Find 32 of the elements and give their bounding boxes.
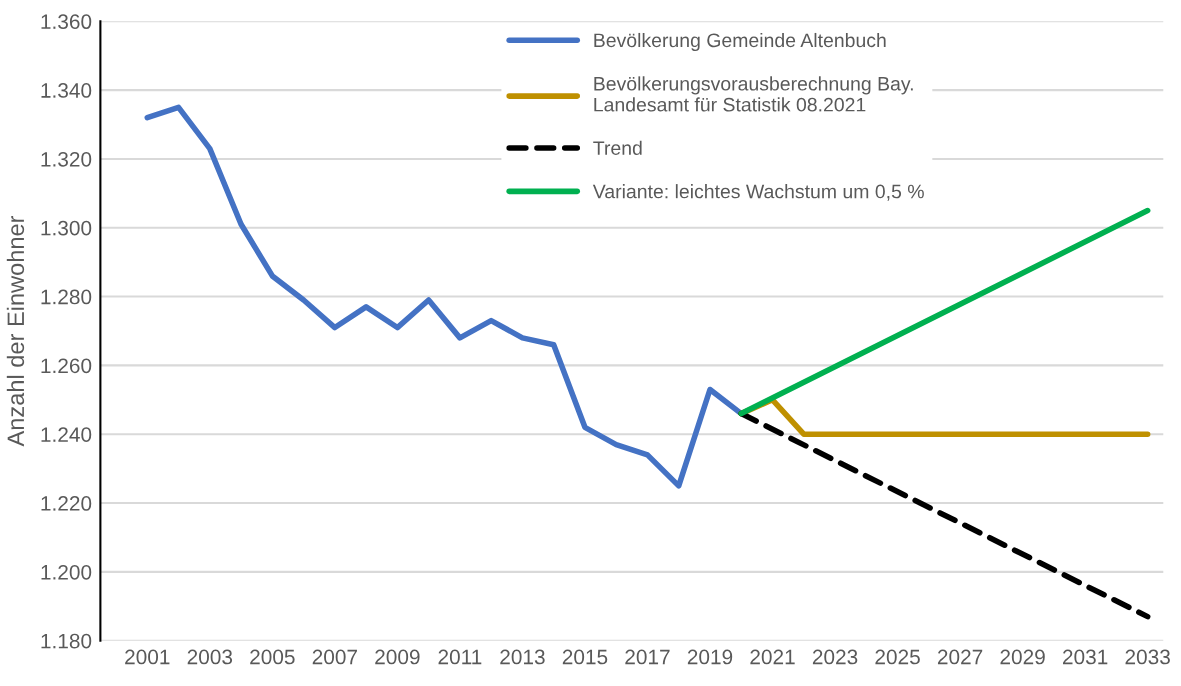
- y-tick-label: 1.340: [41, 83, 92, 98]
- x-tick-label: 2031: [1063, 649, 1108, 665]
- x-tick-label: 2025: [875, 649, 920, 665]
- x-tick-label: 2019: [687, 649, 733, 665]
- y-tick-label: 1.260: [41, 358, 92, 374]
- x-tick-label: 2023: [812, 649, 858, 665]
- x-tick-label: 2033: [1125, 649, 1170, 665]
- y-tick-label: 1.360: [41, 14, 92, 30]
- legend-label: Trend: [593, 140, 642, 155]
- y-tick-label: 1.180: [41, 633, 92, 649]
- y-axis-title: Anzahl der Einwohner: [6, 215, 25, 447]
- x-tick-label: 2011: [438, 649, 482, 665]
- x-tick-label: 2029: [1000, 649, 1045, 665]
- x-tick-label: 2005: [250, 649, 295, 665]
- legend-label: Variante: leichtes Wachstum um 0,5 %: [592, 184, 924, 201]
- y-tick-label: 1.320: [41, 151, 92, 167]
- x-tick-label: 2015: [562, 649, 608, 665]
- y-tick-label: 1.200: [41, 564, 92, 580]
- y-tick-label: 1.240: [41, 427, 92, 442]
- x-tick-label: 2003: [187, 649, 233, 665]
- x-tick-label: 2009: [375, 649, 420, 665]
- legend-label: Bevölkerungsvorausberechnung Bay. Landesamt für Statistik 08.2021: [594, 76, 913, 112]
- x-tick-label: 2001: [125, 649, 170, 665]
- y-tick-label: 1.300: [41, 220, 92, 236]
- x-tick-label: 2013: [500, 649, 545, 665]
- legend-label: Bevölkerung Gemeinde Altenbuch: [594, 32, 886, 52]
- y-tick-label: 1.280: [41, 289, 92, 305]
- x-tick-label: 2017: [625, 649, 670, 665]
- x-tick-label: 2007: [312, 649, 357, 665]
- x-tick-label: 2021: [750, 649, 795, 665]
- y-tick-label: 1.220: [41, 496, 92, 511]
- x-tick-label: 2027: [937, 649, 983, 665]
